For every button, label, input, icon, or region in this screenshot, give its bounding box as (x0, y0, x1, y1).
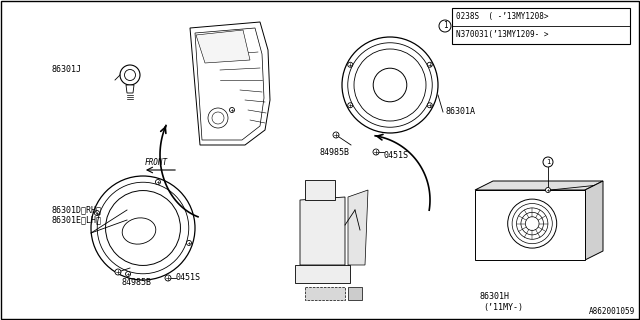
Circle shape (186, 240, 191, 245)
Circle shape (333, 132, 339, 138)
Bar (452, 8, 630, 44)
Polygon shape (196, 30, 250, 63)
Text: 86301H: 86301H (480, 292, 510, 301)
Text: 86301D〈RH〉: 86301D〈RH〉 (52, 205, 102, 214)
Circle shape (348, 62, 353, 67)
Polygon shape (300, 197, 345, 265)
Circle shape (545, 188, 550, 193)
Text: 84985B: 84985B (122, 278, 152, 287)
Circle shape (125, 271, 131, 276)
Text: 84985B: 84985B (320, 148, 350, 157)
Circle shape (165, 275, 171, 281)
Polygon shape (305, 180, 335, 200)
Text: FRONT: FRONT (145, 158, 168, 167)
Circle shape (156, 180, 161, 185)
Text: A862001059: A862001059 (589, 307, 635, 316)
Circle shape (428, 103, 432, 108)
Polygon shape (305, 287, 345, 300)
Text: 86301J: 86301J (52, 66, 82, 75)
Text: N370031(’13MY1209- >: N370031(’13MY1209- > (456, 30, 548, 39)
Polygon shape (348, 190, 368, 265)
Polygon shape (475, 181, 603, 190)
Circle shape (348, 103, 353, 108)
Polygon shape (126, 85, 134, 93)
Text: (’11MY-): (’11MY-) (483, 303, 523, 312)
Text: 86301A: 86301A (445, 108, 475, 116)
Text: 86301E〈LH〉: 86301E〈LH〉 (52, 215, 102, 225)
Polygon shape (195, 28, 264, 140)
Circle shape (115, 269, 121, 275)
Text: 0451S: 0451S (175, 274, 200, 283)
Circle shape (428, 62, 432, 67)
Text: 1: 1 (546, 159, 550, 165)
Circle shape (373, 149, 379, 155)
Text: 0451S: 0451S (383, 150, 408, 159)
Text: 1: 1 (443, 21, 447, 30)
Circle shape (95, 211, 99, 216)
Polygon shape (190, 22, 270, 145)
Polygon shape (348, 287, 362, 300)
Circle shape (230, 108, 234, 113)
Text: 0238S  ( -’13MY1208>: 0238S ( -’13MY1208> (456, 12, 548, 21)
Polygon shape (295, 265, 350, 283)
Polygon shape (475, 190, 585, 260)
Polygon shape (585, 181, 603, 260)
